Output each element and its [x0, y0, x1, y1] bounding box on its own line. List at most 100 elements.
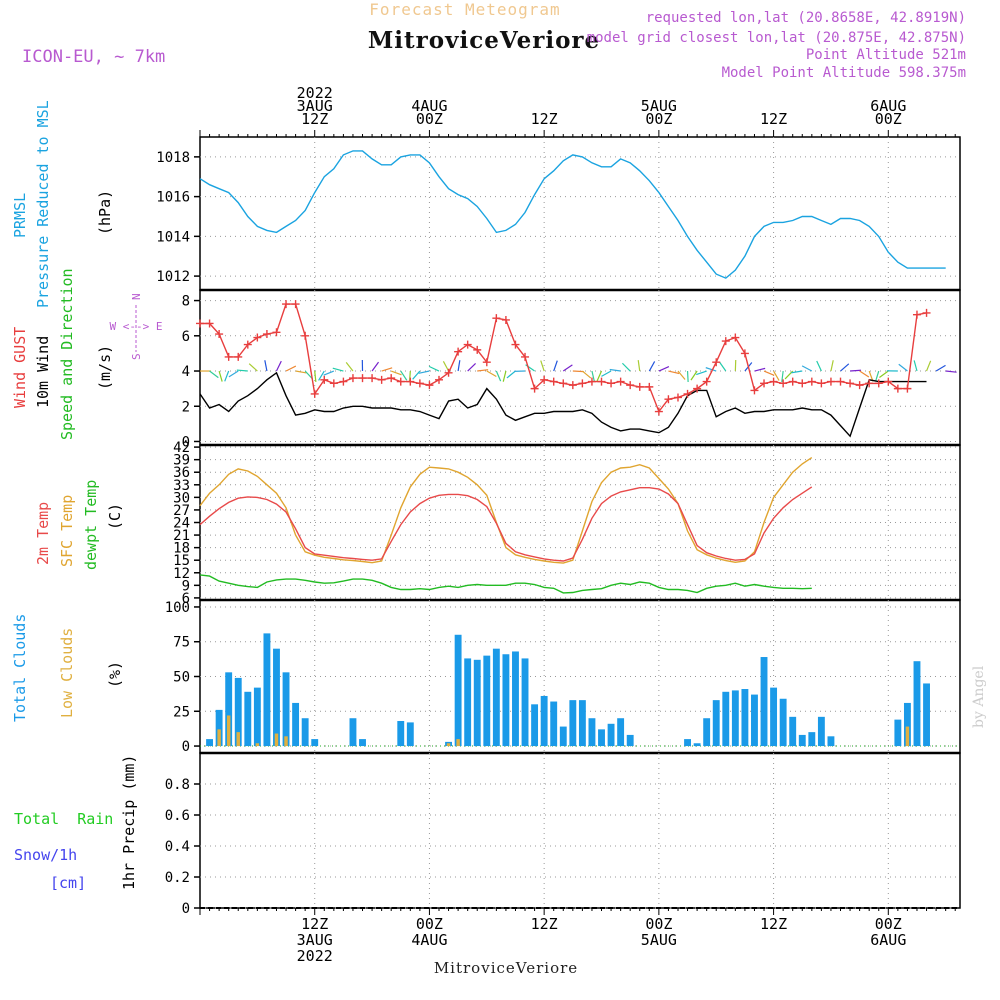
wind-direction-arrow: [879, 370, 889, 378]
wind-direction-arrow: [400, 370, 408, 381]
wind-direction-arrow: [275, 360, 282, 372]
wind-direction-arrow: [486, 370, 497, 378]
gust-marker: [817, 379, 826, 388]
total-cloud-bar: [244, 691, 252, 747]
footer-station: MitroviceVeriore: [434, 959, 578, 977]
time-label-bottom: 12Z: [760, 915, 787, 933]
wind-direction-arrow: [609, 368, 621, 372]
gust-marker: [712, 358, 721, 367]
total-cloud-bar: [817, 716, 825, 747]
total-cloud-bar: [359, 739, 366, 747]
wind-direction-arrow: [648, 361, 656, 372]
y-tick-label: 9: [182, 578, 190, 594]
gust-marker: [750, 386, 759, 395]
total-cloud-bar: [731, 690, 739, 747]
total-cloud-bar: [722, 691, 730, 747]
total-cloud-bar: [531, 704, 539, 747]
gust-marker: [396, 377, 405, 386]
wind-direction-arrow: [601, 370, 612, 377]
total-cloud-bar: [741, 689, 749, 747]
gust-marker: [473, 345, 482, 354]
wind-direction-arrow: [763, 370, 775, 376]
dewpoint-line: [199, 574, 812, 594]
gust-marker: [578, 379, 587, 388]
total-cloud-bar: [798, 734, 806, 747]
wind-direction-arrow: [718, 361, 727, 372]
wind-direction-arrow: [596, 370, 603, 382]
wind-direction-arrow: [371, 361, 380, 372]
y-tick-label: 42: [173, 440, 190, 456]
gust-marker: [635, 382, 644, 391]
gust-marker: [884, 377, 893, 386]
gust-marker: [282, 300, 291, 309]
gust-marker: [903, 384, 912, 393]
time-label-bottom: 12Z: [301, 915, 328, 933]
wind-direction-arrow: [295, 370, 307, 374]
time-label-bottom: 4AUG: [411, 931, 447, 949]
rain-label: Total Rain: [14, 810, 113, 828]
wind-direction-arrow: [381, 367, 393, 372]
time-label-bottom: 2022: [297, 947, 333, 965]
total-cloud-bar: [684, 739, 691, 747]
total-cloud-bar: [751, 694, 758, 747]
y-tick-label: 1018: [156, 150, 190, 166]
gust-marker: [922, 308, 931, 317]
wind-dir-label: Speed and Direction: [58, 268, 76, 440]
gust-marker: [683, 389, 692, 398]
snow-label: Snow/1h: [14, 846, 77, 864]
gust-marker: [482, 358, 491, 367]
gust-marker: [425, 381, 434, 390]
wind-direction-arrow: [442, 361, 450, 372]
total-cloud-bar: [311, 739, 319, 747]
credit: by Angel: [971, 665, 987, 728]
total-cloud-bar: [559, 726, 567, 747]
wind-direction-arrow: [540, 360, 545, 372]
time-label-top: 00Z: [875, 110, 902, 128]
wind-direction-arrow: [658, 366, 670, 372]
wind-direction-arrow: [859, 370, 870, 378]
total-cloud-bar: [253, 687, 261, 747]
y-tick-label: 6: [182, 329, 190, 345]
wind-direction-arrow: [248, 363, 258, 372]
gust-marker: [807, 377, 816, 386]
gust-marker: [788, 377, 797, 386]
total-cloud-bar: [598, 729, 605, 747]
total-cloud-bar: [588, 718, 596, 747]
total-cloud-bar: [578, 700, 586, 747]
wind-direction-arrow: [218, 370, 223, 382]
low-cloud-bar: [217, 729, 221, 747]
wind10-line: [199, 371, 927, 438]
gust-marker: [492, 314, 501, 323]
wind-direction-arrow: [913, 360, 918, 372]
clouds-unit: (%): [106, 661, 124, 688]
gust-marker: [740, 349, 749, 358]
y-tick-label: 24: [173, 516, 190, 532]
compass-s: S: [130, 353, 143, 360]
t2m-label: 2m Temp: [34, 502, 52, 565]
gust-marker: [855, 381, 864, 390]
wind-direction-arrow: [791, 370, 803, 374]
gust-marker: [196, 319, 204, 328]
pressure-label-full: Pressure Reduced to MSL: [34, 100, 52, 308]
y-tick-label: 4: [182, 364, 190, 380]
wind-unit: (m/s): [96, 345, 114, 390]
wind-direction-arrow: [690, 370, 698, 381]
gust-marker: [721, 337, 730, 346]
y-tick-label: 18: [173, 541, 190, 557]
gust-marker: [607, 379, 616, 388]
gust-marker: [454, 347, 463, 356]
total-cloud-bar: [827, 736, 835, 747]
total-cloud-bar: [349, 718, 357, 747]
time-label-top: 4AUG: [411, 97, 447, 115]
y-tick-label: 2: [182, 399, 190, 415]
gust-marker: [597, 377, 606, 386]
wind-direction-arrow: [236, 369, 248, 372]
y-tick-label: 1014: [156, 229, 190, 245]
wind-direction-arrow: [801, 365, 813, 372]
dew-label: dewpt Temp: [82, 480, 100, 570]
y-tick-label: 25: [173, 704, 190, 720]
wind-direction-arrow: [945, 370, 957, 373]
y-tick-label: 0: [182, 434, 190, 450]
wind-direction-arrow: [209, 370, 219, 379]
